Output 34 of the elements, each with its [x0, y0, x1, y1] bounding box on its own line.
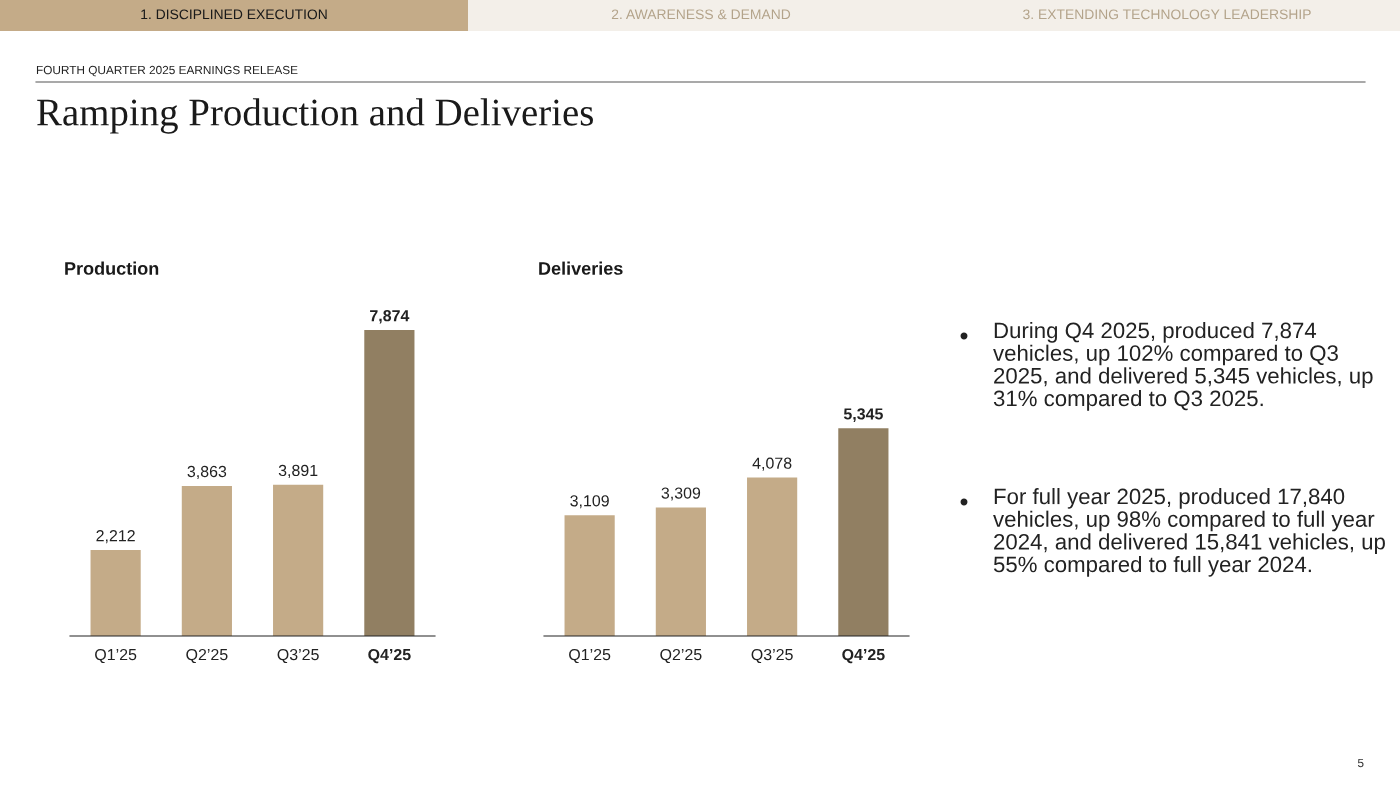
text: 1. DISCIPLINED EXECUTION: [141, 9, 327, 20]
x-tick-label: Q3’25: [751, 648, 793, 664]
x-tick-label: Q4’25: [842, 648, 885, 664]
data-label: 7,874: [370, 309, 410, 324]
x-tick-label: Q1’25: [569, 648, 611, 664]
x-tick-label: Q2’25: [660, 648, 702, 664]
data-label: 3,891: [278, 464, 318, 478]
text: 3. EXTENDING TECHNOLOGY LEADERSHIP: [1023, 9, 1311, 20]
chart-title: Production: [65, 261, 159, 275]
data-label: 5,345: [843, 408, 883, 422]
bar: [655, 507, 706, 636]
bar: [181, 485, 232, 636]
data-label: 3,309: [661, 487, 701, 501]
x-tick-label: Q1’25: [95, 648, 137, 664]
text: For full year 2025, produced 17,840 vehicles, up 98% compared to full year 2024, and delivered 15,841 vehicles, up 55% compared to full year 2024.: [993, 488, 1385, 577]
data-label: 2,212: [96, 530, 135, 544]
bar: [273, 484, 324, 636]
data-label: 3,109: [570, 495, 609, 509]
chart-title: Deliveries: [539, 261, 623, 275]
text: During Q4 2025, produced 7,874 vehicles, up 102% compared to Q3 2025, and delivered 5,345 vehicles, up 31% compared to Q3 2025.: [993, 322, 1373, 411]
text: 5: [1357, 758, 1364, 768]
text: 2. AWARENESS & DEMAND: [611, 9, 791, 20]
text: FOURTH QUARTER 2025 EARNINGS RELEASE: [36, 65, 298, 77]
bar: [564, 515, 615, 636]
x-tick-label: Q2’25: [186, 648, 228, 664]
bar: [364, 330, 415, 636]
text: Ramping Production and Deliveries: [37, 98, 593, 134]
x-tick-label: Q3’25: [277, 648, 319, 664]
data-label: 4,078: [752, 457, 792, 471]
bar: [838, 428, 889, 636]
bar: [90, 550, 141, 636]
data-label: 3,863: [187, 465, 227, 480]
bar: [747, 477, 798, 636]
x-tick-label: Q4’25: [368, 648, 411, 664]
